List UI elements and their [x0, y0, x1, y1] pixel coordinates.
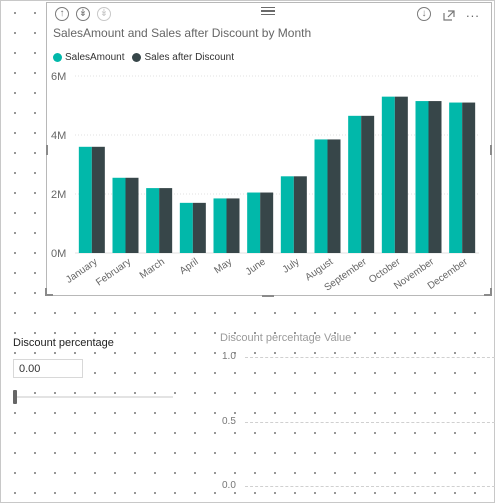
- card-gridline: [245, 486, 495, 488]
- drill-down-icon[interactable]: ↡: [76, 7, 90, 21]
- resize-handle[interactable]: [45, 288, 47, 296]
- drill-up-icon[interactable]: ↑: [55, 7, 69, 21]
- bar-sales-after-discount-april[interactable]: [192, 202, 206, 253]
- y-tick-label: 2M: [51, 189, 66, 201]
- more-options-icon[interactable]: ...: [466, 5, 480, 20]
- bar-salesamount-november[interactable]: [415, 101, 429, 253]
- resize-handle[interactable]: [490, 288, 492, 296]
- bar-salesamount-march[interactable]: [146, 188, 160, 253]
- card-gridline: [245, 357, 495, 359]
- legend-dot-icon: [132, 53, 142, 62]
- bar-salesamount-august[interactable]: [314, 139, 328, 253]
- download-icon[interactable]: ↓: [417, 7, 431, 21]
- bar-sales-after-discount-january[interactable]: [91, 146, 105, 253]
- legend-item-sales-after-discount[interactable]: Sales after Discount: [132, 52, 234, 63]
- discount-value-input[interactable]: 0.00: [13, 359, 83, 378]
- card-gridline: [245, 422, 495, 424]
- bar-sales-after-discount-march[interactable]: [159, 188, 173, 253]
- bar-sales-after-discount-june[interactable]: [260, 192, 274, 253]
- bar-sales-after-discount-december[interactable]: [462, 102, 476, 253]
- card-tick-label: 0.0: [222, 480, 236, 491]
- x-tick-label: May: [212, 256, 234, 276]
- slicer-title: Discount percentage: [13, 337, 114, 349]
- legend-label: Sales after Discount: [144, 52, 234, 63]
- bar-salesamount-january[interactable]: [78, 146, 92, 253]
- bar-salesamount-may[interactable]: [213, 198, 227, 253]
- visual-header: ↑ ↡ ↡ ↓ ...: [47, 3, 491, 25]
- resize-handle[interactable]: [490, 145, 492, 155]
- discount-slider-track[interactable]: [13, 396, 173, 398]
- resize-handle[interactable]: [484, 294, 492, 296]
- y-tick-label: 0M: [51, 248, 66, 260]
- chart-title: SalesAmount and Sales after Discount by …: [53, 26, 312, 40]
- legend-item-salesamount[interactable]: SalesAmount: [53, 52, 124, 63]
- bar-salesamount-october[interactable]: [381, 96, 395, 254]
- resize-handle[interactable]: [46, 145, 48, 155]
- card-tick-label: 0.5: [222, 416, 236, 427]
- drag-handle-icon[interactable]: [261, 7, 275, 15]
- chart-legend: SalesAmount Sales after Discount: [53, 52, 242, 63]
- x-tick-label: June: [244, 256, 268, 278]
- bar-salesamount-april[interactable]: [179, 202, 193, 253]
- discount-slider-thumb[interactable]: [13, 390, 17, 404]
- bar-sales-after-discount-august[interactable]: [327, 139, 341, 253]
- expand-all-icon[interactable]: ↡: [97, 7, 111, 21]
- bar-salesamount-september[interactable]: [348, 115, 362, 253]
- focus-mode-icon[interactable]: [443, 8, 455, 21]
- bar-salesamount-july[interactable]: [280, 176, 294, 253]
- bar-salesamount-february[interactable]: [112, 177, 126, 253]
- x-tick-label: March: [138, 256, 167, 281]
- resize-handle[interactable]: [262, 295, 274, 297]
- x-tick-label: February: [94, 256, 133, 288]
- bar-salesamount-june[interactable]: [247, 192, 261, 253]
- card-title: Discount percentage Value: [220, 332, 352, 344]
- column-chart-visual[interactable]: ↑ ↡ ↡ ↓ ... SalesAmount and Sales after …: [46, 2, 492, 296]
- legend-dot-icon: [53, 53, 62, 62]
- y-tick-label: 6M: [51, 71, 66, 83]
- bar-sales-after-discount-september[interactable]: [361, 115, 375, 253]
- bar-sales-after-discount-february[interactable]: [125, 177, 139, 253]
- x-tick-label: January: [64, 256, 99, 285]
- bar-sales-after-discount-october[interactable]: [394, 96, 408, 254]
- x-tick-label: July: [281, 256, 302, 275]
- legend-label: SalesAmount: [65, 52, 125, 63]
- card-tick-label: 1.0: [222, 351, 236, 362]
- y-tick-label: 4M: [51, 130, 66, 142]
- x-tick-label: April: [178, 256, 201, 276]
- bar-salesamount-december[interactable]: [449, 102, 463, 253]
- bar-sales-after-discount-july[interactable]: [293, 176, 307, 253]
- bar-sales-after-discount-november[interactable]: [428, 101, 442, 253]
- bar-sales-after-discount-may[interactable]: [226, 198, 240, 253]
- resize-handle[interactable]: [45, 294, 53, 296]
